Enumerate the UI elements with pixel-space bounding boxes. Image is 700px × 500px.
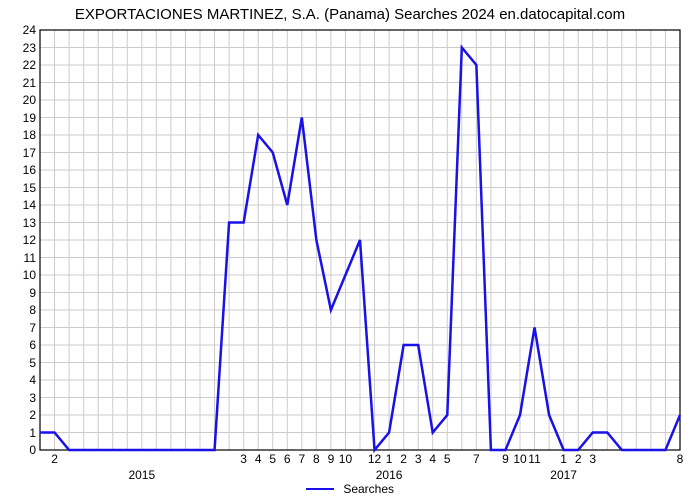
- x-tick-label: 7: [298, 450, 305, 466]
- x-tick-label: 8: [677, 450, 684, 466]
- y-tick-label: 12: [0, 233, 36, 247]
- x-tick-label: 10: [339, 450, 352, 466]
- x-tick-label: 3: [240, 450, 247, 466]
- x-tick-label: 5: [269, 450, 276, 466]
- data-line: [40, 30, 680, 450]
- y-tick-label: 19: [0, 111, 36, 125]
- y-tick-label: 15: [0, 181, 36, 195]
- y-tick-label: 18: [0, 128, 36, 142]
- y-tick-label: 20: [0, 93, 36, 107]
- y-tick-label: 10: [0, 268, 36, 282]
- y-tick-label: 2: [0, 408, 36, 422]
- x-tick-label: 3: [415, 450, 422, 466]
- y-tick-label: 4: [0, 373, 36, 387]
- x-tick-label: 4: [429, 450, 436, 466]
- x-tick-label: 9: [502, 450, 509, 466]
- x-group-label: 2017: [550, 450, 577, 482]
- chart-title: EXPORTACIONES MARTINEZ, S.A. (Panama) Se…: [0, 6, 700, 23]
- y-tick-label: 1: [0, 426, 36, 440]
- legend-label: Searches: [343, 482, 394, 496]
- x-group-label: 2016: [376, 450, 403, 482]
- chart-container: EXPORTACIONES MARTINEZ, S.A. (Panama) Se…: [0, 0, 700, 500]
- legend: Searches: [0, 481, 700, 496]
- y-tick-label: 13: [0, 216, 36, 230]
- x-tick-label: 4: [255, 450, 262, 466]
- y-tick-label: 23: [0, 41, 36, 55]
- x-group-label: 2015: [128, 450, 155, 482]
- y-tick-label: 21: [0, 76, 36, 90]
- y-tick-label: 9: [0, 286, 36, 300]
- y-tick-label: 7: [0, 321, 36, 335]
- x-tick-label: 9: [328, 450, 335, 466]
- legend-swatch: [306, 488, 334, 490]
- y-tick-label: 5: [0, 356, 36, 370]
- x-tick-label: 11: [528, 450, 540, 466]
- x-tick-label: 3: [589, 450, 596, 466]
- y-tick-label: 14: [0, 198, 36, 212]
- x-tick-label: 7: [473, 450, 480, 466]
- x-tick-label: 6: [284, 450, 291, 466]
- x-tick-label: 2: [51, 450, 58, 466]
- x-tick-label: 5: [444, 450, 451, 466]
- y-tick-label: 0: [0, 443, 36, 457]
- y-tick-label: 11: [0, 251, 36, 265]
- y-tick-label: 8: [0, 303, 36, 317]
- y-tick-label: 6: [0, 338, 36, 352]
- x-tick-label: 8: [313, 450, 320, 466]
- plot-area: 0123456789101112131415161718192021222324…: [40, 30, 680, 450]
- x-tick-label: 10: [513, 450, 526, 466]
- y-tick-label: 3: [0, 391, 36, 405]
- y-tick-label: 17: [0, 146, 36, 160]
- y-tick-label: 16: [0, 163, 36, 177]
- y-tick-label: 24: [0, 23, 36, 37]
- y-tick-label: 22: [0, 58, 36, 72]
